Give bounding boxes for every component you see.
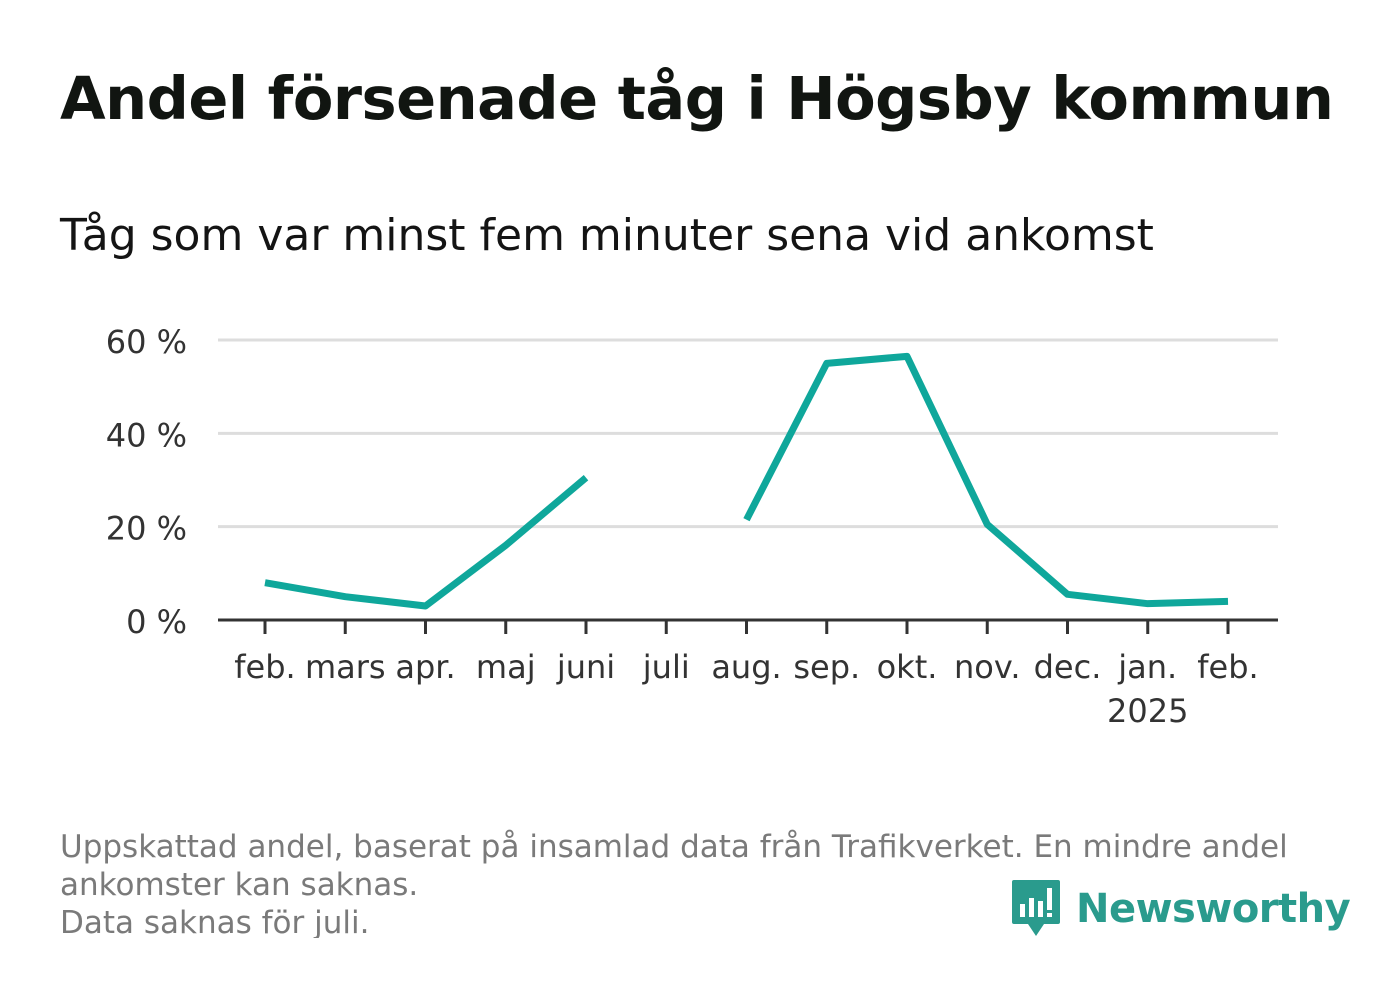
x-tick-label: mars [305,648,386,686]
y-tick-label: 40 % [106,416,187,454]
footnote-line-3: Data saknas för juli. [60,905,370,938]
x-tick-label: okt. [877,648,938,686]
y-tick-label: 60 % [106,323,187,361]
chart-title: Andel försenade tåg i Högsby kommun [60,64,1334,133]
x-tick-label: aug. [711,648,781,686]
newsworthy-logo-icon [1012,880,1060,936]
x-tick-label: dec. [1034,648,1102,686]
footnote-line-2: ankomster kan saknas. [60,867,419,903]
x-tick-label: apr. [395,648,455,686]
y-tick-label: 20 % [106,510,187,548]
x-tick-label: nov. [954,648,1020,686]
footnote-line-1: Uppskattad andel, baserat på insamlad da… [60,829,1288,865]
x-tick-label: juli [642,648,690,686]
chart-subtitle: Tåg som var minst fem minuter sena vid a… [60,210,1154,261]
brand-logo: Newsworthy [1010,878,1351,940]
x-tick-label: sep. [793,648,860,686]
footnote: Uppskattad andel, baserat på insamlad da… [60,828,1320,938]
x-tick-label: jan. [1117,648,1177,686]
brand-name: Newsworthy [1076,886,1351,932]
x-tick-label: feb. [1197,648,1258,686]
x-tick-label: feb. [234,648,295,686]
x-tick-sublabel: 2025 [1107,692,1188,730]
x-tick-label: maj [476,648,536,686]
x-tick-label: juni [556,648,615,686]
y-tick-label: 0 % [126,603,187,641]
series-line [264,474,589,610]
series-line [743,352,1229,608]
